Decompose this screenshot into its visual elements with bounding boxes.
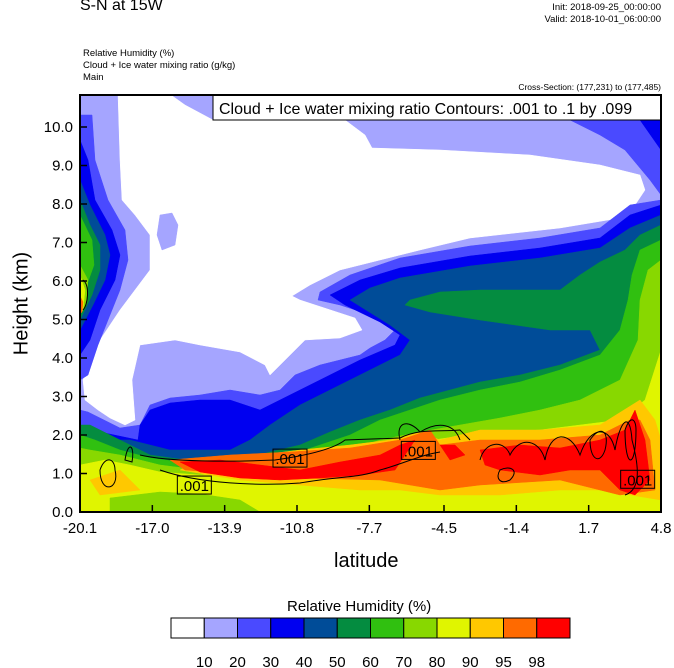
colorbar-swatch: [303, 617, 338, 639]
cloud-ice-contour-line: [159, 451, 441, 485]
colorbar-swatch: [203, 617, 238, 639]
y-tick-label: 6.0: [52, 273, 73, 290]
colorbar-swatch: [237, 617, 272, 639]
y-tick-label: 3.0: [52, 389, 73, 406]
rh-region-98: [439, 444, 466, 461]
rh-filled-contours: [80, 95, 661, 512]
y-tick-label: 5.0: [52, 312, 73, 329]
colorbar-swatch: [170, 617, 205, 639]
colorbar-title: Relative Humidity (%): [287, 598, 432, 615]
x-tick-label: 4.8: [651, 520, 672, 537]
info-box-text: Cloud + Ice water mixing ratio Contours:…: [219, 101, 632, 118]
x-tick-label: -13.9: [208, 520, 242, 537]
colorbar-level-label: 80: [429, 654, 446, 668]
cloud-ice-contour-line: [124, 446, 134, 463]
contour-label: .001: [275, 451, 304, 468]
field-label-rh: Relative Humidity (%): [83, 48, 175, 59]
colorbar-swatch: [403, 617, 438, 639]
valid-time: Valid: 2018-10-01_06:00:00: [544, 14, 661, 25]
colorbar-level-label: 40: [296, 654, 313, 668]
colorbar-swatch: [370, 617, 405, 639]
cloud-ice-contour-line: [99, 459, 117, 488]
y-axis-label: Height (km): [10, 251, 33, 356]
y-tick-label: 0.0: [52, 504, 73, 521]
y-tick-label: 10.0: [44, 119, 73, 136]
cloud-ice-contour-line: [589, 430, 607, 460]
field-label-main: Main: [83, 72, 104, 83]
colorbar-swatch: [536, 617, 571, 639]
rh-region-98: [479, 409, 651, 496]
y-tick-label: 4.0: [52, 350, 73, 367]
y-tick-label: 1.0: [52, 466, 73, 483]
x-tick-label: -7.7: [356, 520, 382, 537]
contour-label: .001: [404, 443, 433, 460]
x-tick-label: -10.8: [280, 520, 314, 537]
contour-label-box: [272, 448, 308, 468]
colorbar-level-label: 70: [395, 654, 412, 668]
colorbar-level-label: 98: [528, 654, 545, 668]
colorbar-level-label: 10: [196, 654, 213, 668]
y-tick-label: 2.0: [52, 427, 73, 444]
rh-region-10: [156, 212, 179, 251]
colorbar-level-label: 50: [329, 654, 346, 668]
init-time: Init: 2018-09-25_00:00:00: [552, 2, 661, 13]
contour-label-box: [176, 475, 212, 495]
x-tick-label: -20.1: [63, 520, 97, 537]
y-tick-label: 8.0: [52, 196, 73, 213]
colorbar-swatch: [503, 617, 538, 639]
y-tick-label: 7.0: [52, 235, 73, 252]
y-tick-label: 9.0: [52, 158, 73, 175]
colorbar-swatch: [336, 617, 371, 639]
colorbar-level-label: 60: [362, 654, 379, 668]
contour-label-box: [620, 469, 656, 489]
contour-labels: .001 .001 .001 .001: [176, 440, 656, 495]
x-tick-label: -17.0: [135, 520, 169, 537]
contour-label-box: [400, 440, 436, 460]
field-label-cloud: Cloud + Ice water mixing ratio (g/kg): [83, 60, 236, 71]
cloud-ice-contour-lines: [82, 279, 638, 496]
axes: -20.1 -17.0 -13.9 -10.8 -7.7 -4.5 -1.4 1.7 4.8 0.…: [44, 119, 672, 537]
colorbar: 10 20 30 40 50 60 70 80 90 95 98: [170, 617, 571, 668]
cloud-ice-contour-line: [479, 421, 638, 496]
cloud-ice-contour-line: [624, 419, 637, 461]
cloud-ice-contour-line: [139, 429, 471, 462]
contour-label: .001: [180, 478, 209, 495]
cross-section-label: Cross-Section: (177,231) to (177,485): [518, 82, 661, 92]
contour-label: .001: [623, 472, 652, 489]
x-tick-label: -1.4: [503, 520, 529, 537]
plot-frame: [79, 94, 662, 513]
colorbar-level-label: 90: [462, 654, 479, 668]
x-axis-label: latitude: [334, 550, 399, 572]
cloud-ice-contour-line: [497, 467, 515, 483]
colorbar-level-label: 20: [229, 654, 246, 668]
colorbar-swatch: [270, 617, 305, 639]
x-tick-label: 1.7: [578, 520, 599, 537]
colorbar-level-label: 30: [262, 654, 279, 668]
rh-region-70: [109, 491, 261, 512]
x-tick-label: -4.5: [431, 520, 457, 537]
colorbar-swatch: [436, 617, 471, 639]
colorbar-level-label: 95: [495, 654, 512, 668]
plot-title: S-N at 15W: [80, 0, 163, 14]
colorbar-swatch: [469, 617, 504, 639]
cloud-ice-contour-line: [398, 423, 461, 441]
info-box: [212, 94, 662, 121]
